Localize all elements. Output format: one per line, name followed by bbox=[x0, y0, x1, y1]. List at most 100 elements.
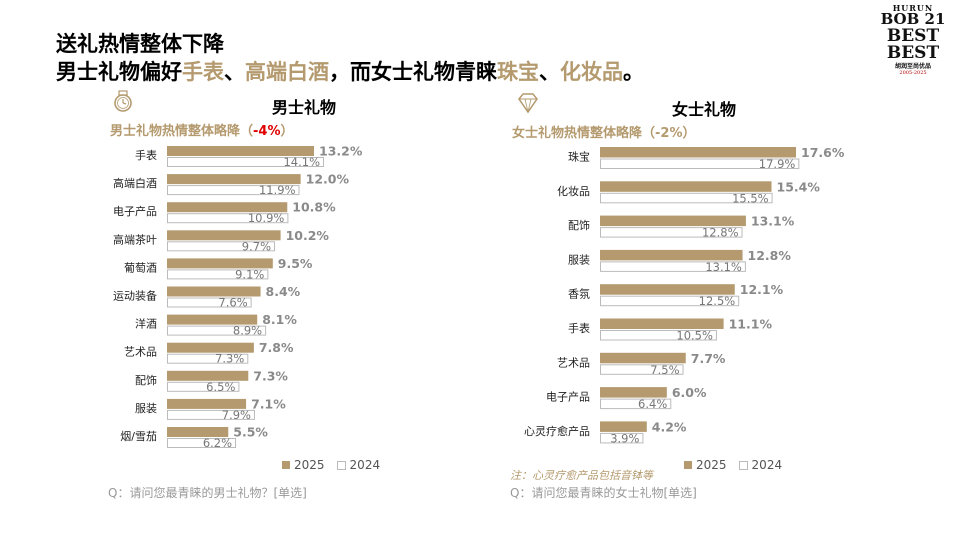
value-label-2025: 12.8% bbox=[748, 248, 792, 263]
legend-2024-swatch bbox=[738, 460, 748, 470]
category-label: 洋酒 bbox=[135, 317, 157, 331]
bar-2024 bbox=[600, 398, 672, 410]
value-label-2025: 4.2% bbox=[652, 419, 687, 434]
value-label-2025: 7.1% bbox=[251, 396, 286, 411]
value-label-2025: 8.1% bbox=[262, 312, 297, 327]
logo-line-6: 2005-2025 bbox=[899, 70, 927, 76]
value-label-2025: 10.8% bbox=[292, 200, 336, 215]
category-label: 艺术品 bbox=[557, 356, 590, 369]
bar-2024 bbox=[167, 381, 240, 392]
title-part: 。 bbox=[623, 60, 644, 84]
bar-2025 bbox=[167, 427, 229, 437]
legend-2024-label: 2024 bbox=[349, 458, 381, 472]
value-label-2024: 13.1% bbox=[705, 260, 742, 274]
bar-2024 bbox=[167, 185, 300, 196]
bar-2025 bbox=[167, 174, 301, 185]
men-sub-suffix: ） bbox=[280, 124, 294, 139]
bar-2024 bbox=[167, 269, 269, 280]
bar-2025 bbox=[600, 387, 667, 398]
value-label-2024: 6.2% bbox=[203, 436, 232, 450]
category-label: 配饰 bbox=[568, 218, 590, 232]
value-label-2025: 13.1% bbox=[751, 214, 795, 229]
bar-2024 bbox=[600, 158, 800, 169]
title-part: 化妆品 bbox=[560, 60, 623, 84]
value-label-2024: 6.5% bbox=[206, 380, 235, 394]
value-label-2024: 9.1% bbox=[235, 267, 264, 281]
value-label-2024: 7.3% bbox=[215, 352, 244, 366]
legend-2025-swatch bbox=[282, 461, 290, 469]
title-part: 高端白酒 bbox=[245, 60, 329, 84]
bar-2024 bbox=[167, 438, 237, 448]
value-label-2025: 6.0% bbox=[672, 385, 707, 400]
value-label-2024: 12.5% bbox=[699, 294, 736, 308]
value-label-2025: 9.5% bbox=[278, 256, 313, 271]
title-part: ，而女士礼物青睐 bbox=[329, 60, 497, 84]
page-subtitle: 男士礼物偏好手表、高端白酒，而女士礼物青睐珠宝、化妆品。 bbox=[56, 56, 644, 86]
legend-2025-swatch bbox=[684, 461, 692, 469]
legend-2024-label: 2024 bbox=[751, 458, 783, 472]
women-panel-heading: 女士礼物 bbox=[672, 100, 737, 119]
bar-2024 bbox=[167, 409, 255, 420]
bar-2024 bbox=[167, 213, 289, 224]
value-label-2024: 10.9% bbox=[248, 211, 285, 225]
value-label-2024: 7.9% bbox=[222, 408, 251, 422]
women-footnote: 注：心灵疗愈产品包括音钵等 bbox=[510, 469, 653, 482]
men-question: Q：请问您最青睐的男士礼物？[单选] bbox=[108, 486, 307, 500]
bar-2025 bbox=[167, 146, 314, 156]
page-title: 送礼热情整体下降 bbox=[56, 32, 224, 56]
bar-2024 bbox=[600, 261, 746, 272]
logo-line-2: BOB 21 bbox=[880, 10, 946, 28]
bar-2025 bbox=[167, 202, 288, 213]
bar-2024 bbox=[167, 353, 249, 364]
women-panel-subtitle: 女士礼物热情整体略降（-2%） bbox=[512, 126, 696, 141]
value-label-2024: 9.7% bbox=[242, 239, 271, 253]
bar-2025 bbox=[167, 230, 281, 241]
men-sub-prefix: 男士礼物热情整体略降（ bbox=[110, 124, 254, 139]
category-label: 高端茶叶 bbox=[113, 232, 157, 246]
value-label-2025: 12.1% bbox=[740, 282, 784, 297]
bar-2025 bbox=[167, 342, 254, 353]
title-part: 、 bbox=[224, 60, 245, 84]
category-label: 高端白酒 bbox=[113, 176, 157, 190]
value-label-2025: 7.3% bbox=[253, 368, 288, 383]
logo-line-4: BEST bbox=[886, 43, 940, 63]
value-label-2024: 3.9% bbox=[610, 431, 639, 445]
title-part: 手表 bbox=[182, 60, 224, 84]
category-label: 烟/雪茄 bbox=[120, 429, 157, 443]
value-label-2025: 7.7% bbox=[691, 351, 726, 366]
title-part: 男士礼物偏好 bbox=[56, 60, 182, 84]
hurun-best-of-best-logo: HURUN BOB 21 BEST BEST 胡润至尚优品 2005-2025 bbox=[874, 2, 952, 80]
bar-2025 bbox=[600, 181, 772, 192]
value-label-2024: 14.1% bbox=[283, 155, 320, 169]
logo-line-5: 胡润至尚优品 bbox=[894, 63, 931, 70]
category-label: 电子产品 bbox=[546, 390, 590, 404]
men-panel-subtitle: 男士礼物热情整体略降（-4%） bbox=[110, 120, 294, 139]
logo-line-3: BEST bbox=[886, 26, 940, 46]
value-label-2024: 12.8% bbox=[702, 226, 739, 240]
category-label: 电子产品 bbox=[113, 204, 157, 218]
bar-2025 bbox=[600, 284, 735, 295]
legend-2025-label: 2025 bbox=[294, 458, 325, 472]
logo-line-1: HURUN bbox=[892, 3, 934, 13]
bar-2024 bbox=[600, 364, 684, 375]
value-label-2024: 8.9% bbox=[233, 324, 262, 338]
category-label: 手表 bbox=[568, 321, 590, 335]
bar-2025 bbox=[600, 421, 647, 432]
value-label-2024: 7.6% bbox=[218, 296, 247, 310]
bar-2025 bbox=[600, 215, 746, 227]
value-label-2025: 8.4% bbox=[266, 284, 301, 299]
bar-2025 bbox=[167, 286, 261, 297]
women-question: Q：请问您最青睐的女士礼物[单选] bbox=[510, 486, 697, 500]
value-label-2025: 10.2% bbox=[286, 228, 330, 243]
watch-icon bbox=[114, 90, 132, 112]
category-label: 香氛 bbox=[568, 288, 590, 301]
value-label-2024: 7.5% bbox=[650, 363, 679, 377]
category-label: 服装 bbox=[135, 402, 157, 415]
category-label: 心灵疗愈产品 bbox=[524, 424, 590, 438]
title-part: 、 bbox=[539, 60, 560, 84]
bar-2024 bbox=[600, 330, 717, 341]
bar-2025 bbox=[600, 249, 743, 261]
women-legend: 2025 2024 bbox=[684, 458, 782, 472]
bar-2024 bbox=[600, 227, 743, 238]
